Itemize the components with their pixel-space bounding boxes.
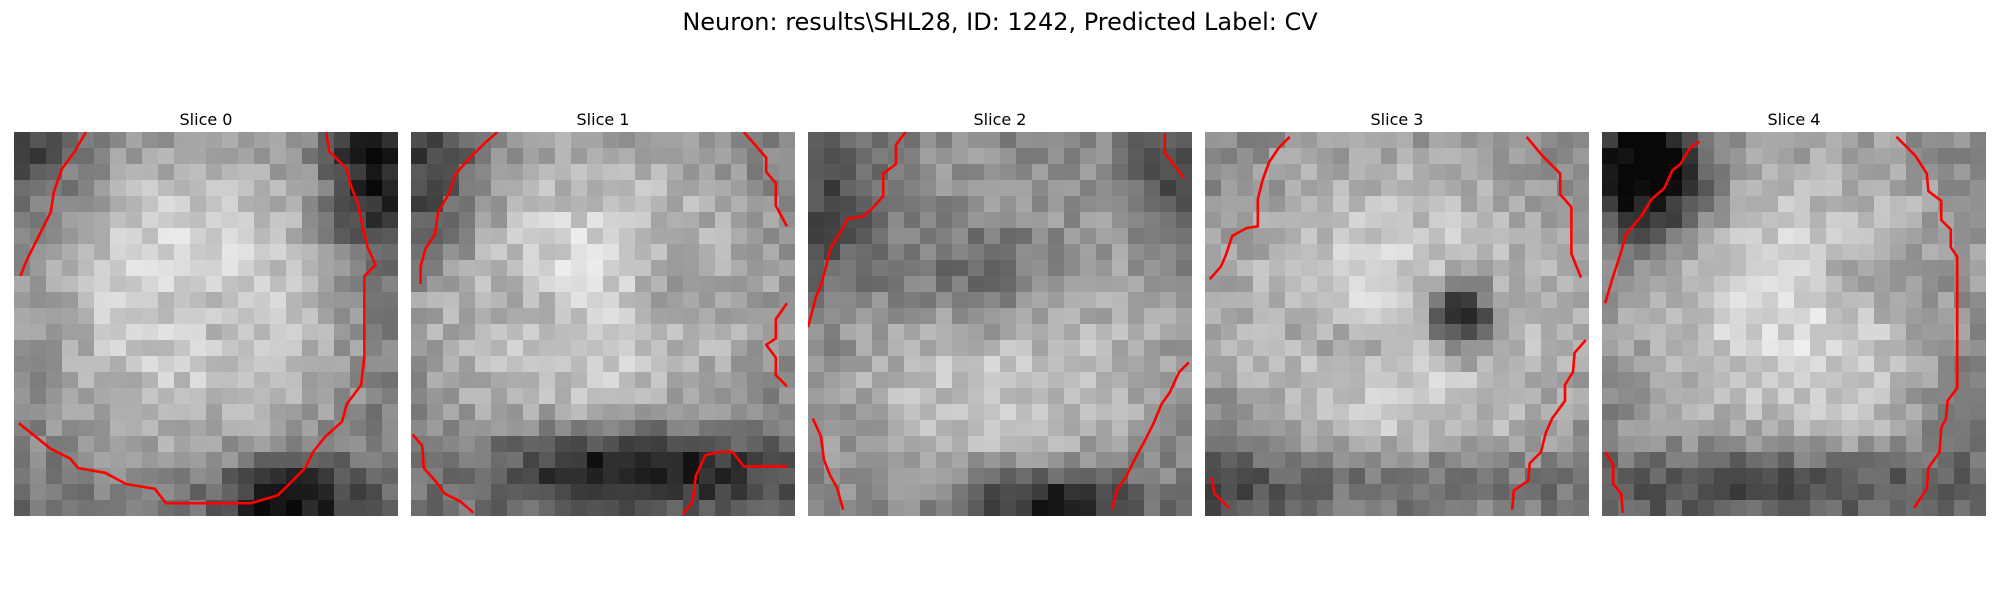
- contour-line: [811, 417, 845, 510]
- slice-panel-2: Slice 2: [808, 108, 1192, 516]
- contour-line: [411, 433, 475, 514]
- slice-title-3: Slice 3: [1370, 110, 1424, 129]
- contour-line: [764, 302, 789, 388]
- contour-line: [1510, 339, 1587, 510]
- contour-line: [17, 132, 377, 505]
- figure-title: Neuron: results\SHL28, ID: 1242, Predict…: [682, 8, 1318, 36]
- slice-title-2: Slice 2: [973, 110, 1027, 129]
- contour-line: [1603, 140, 1701, 304]
- pixel-grid: [14, 132, 398, 516]
- pixel-grid: [411, 132, 795, 516]
- contour-line: [681, 450, 787, 516]
- slice-panel-0: Slice 0: [14, 108, 398, 516]
- contour-line: [1525, 135, 1583, 279]
- slice-image-2: [808, 132, 1192, 516]
- pixel-grid: [1205, 132, 1589, 516]
- contour-line: [1163, 133, 1186, 180]
- contour-line: [1208, 135, 1291, 281]
- contour-line: [1210, 477, 1230, 509]
- slice-panel-4: Slice 4: [1602, 108, 1986, 516]
- slice-image-3: [1205, 132, 1589, 516]
- slice-panel-3: Slice 3: [1205, 108, 1589, 516]
- slice-panel-1: Slice 1: [411, 108, 795, 516]
- pixel-grid: [1602, 132, 1986, 516]
- contour-line: [419, 132, 499, 284]
- slice-title-1: Slice 1: [576, 110, 630, 129]
- contour-line: [1604, 451, 1625, 513]
- pixel-grid: [808, 132, 1192, 516]
- slice-title-0: Slice 0: [179, 110, 233, 129]
- contour-line: [808, 132, 907, 328]
- contour-line: [1895, 135, 1959, 509]
- slice-title-4: Slice 4: [1767, 110, 1821, 129]
- slice-image-4: [1602, 132, 1986, 516]
- contour-line: [19, 132, 88, 277]
- contour-line: [742, 132, 789, 228]
- slice-image-1: [411, 132, 795, 516]
- contour-line: [1110, 361, 1190, 510]
- slice-image-0: [14, 132, 398, 516]
